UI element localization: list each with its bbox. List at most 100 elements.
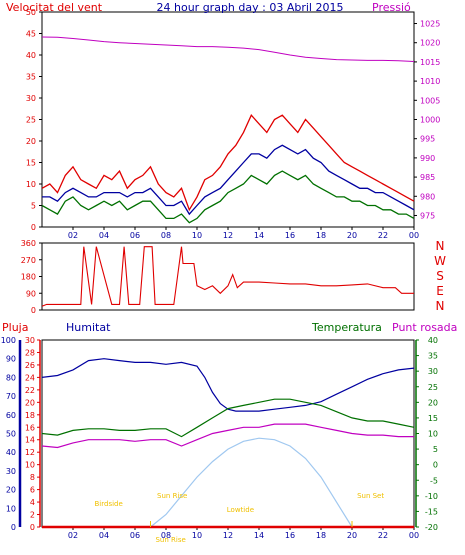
humidity-series-sol [150,437,353,528]
humidity-y-tick-label: 20 [6,486,16,495]
wind-series-pressió [41,36,415,62]
rain-y-tick-label: 24 [25,373,35,382]
temperature-axis-label: Temperatura [311,321,382,334]
humidity-y-tick-label: 70 [6,392,16,401]
direction-y-tick-label: 180 [21,273,36,282]
temperature-y-tick-label: 25 [428,383,438,392]
pressure-y-tick-label: 1020 [420,39,440,48]
humidity-y-tick-label: 100 [1,336,16,345]
x-tick-label: 08 [161,531,171,540]
wind-series-mitjana [41,170,415,224]
pressure-y-tick-label: 1005 [420,96,440,105]
compass-label: N [436,239,445,253]
humidity-y-tick-label: 90 [6,355,16,364]
compass-label: S [436,269,444,283]
rain-axis-label: Pluja [2,321,28,334]
x-tick-label: 10 [192,531,202,540]
direction-y-tick-label: 0 [31,306,36,315]
pressure-y-tick-label: 990 [420,154,435,163]
rain-y-tick-label: 8 [30,473,35,482]
x-tick-label: 00 [409,531,419,540]
rain-y-tick-label: 2 [30,511,35,520]
temperature-y-tick-label: 15 [428,414,438,423]
rain-y-tick-label: 12 [25,448,35,457]
temperature-y-tick-label: 35 [428,352,438,361]
humidity-series-humitat [41,358,415,412]
rain-y-tick-label: 30 [25,336,35,345]
x-tick-label: 04 [99,531,109,540]
x-tick-label: 16 [285,231,295,240]
direction-y-tick-label: 90 [26,289,36,298]
direction-series [41,246,414,307]
wind-y-tick-label: 45 [26,30,36,39]
x-tick-label: 14 [254,231,264,240]
wind-y-tick-label: 30 [26,94,36,103]
humidity-y-tick-label: 40 [6,448,16,457]
humidity-series-temperatura [41,398,415,438]
temperature-y-tick-label: 20 [428,398,438,407]
direction-y-tick-label: 360 [21,239,36,248]
x-tick-label: 20 [347,531,357,540]
humidity-y-tick-label: 30 [6,467,16,476]
x-tick-label: 00 [409,231,419,240]
wind-y-tick-label: 15 [26,159,36,168]
compass-label: E [436,284,444,298]
pressure-axis-label: Pressió [372,1,411,14]
wind-y-tick-label: 25 [26,116,36,125]
x-tick-label: 16 [285,531,295,540]
wind-axis-label: Velocitat del vent [6,1,103,14]
humidity-y-tick-label: 80 [6,373,16,382]
temperature-y-tick-label: -5 [430,476,438,485]
wind-series-vent [42,144,415,216]
sun-annotation: Sun Set [357,492,384,500]
humidity-y-tick-label: 50 [6,430,16,439]
rain-y-tick-label: 10 [25,461,35,470]
compass-label: W [434,254,446,268]
x-tick-label: 10 [192,231,202,240]
x-tick-label: 12 [223,531,233,540]
rain-y-tick-label: 22 [25,386,35,395]
wind-y-tick-label: 5 [31,202,36,211]
x-tick-label: 12 [223,231,233,240]
sun-annotation: Sun Rise [155,536,185,544]
temperature-y-tick-label: 0 [433,461,438,470]
pressure-y-tick-label: 995 [420,135,435,144]
rain-y-tick-label: 28 [25,348,35,357]
rain-y-tick-label: 4 [30,498,35,507]
wind-series-ratxa [41,114,415,212]
sun-annotation: Birdside [95,500,123,508]
pressure-y-tick-label: 1010 [420,77,440,86]
temperature-y-tick-label: 5 [433,445,438,454]
rain-y-tick-label: 0 [30,523,35,532]
dewpoint-axis-label: Punt rosada [392,321,457,334]
wind-y-tick-label: 10 [26,180,36,189]
humidity-y-tick-label: 60 [6,411,16,420]
rain-y-tick-label: 26 [25,361,35,370]
x-tick-label: 18 [316,531,326,540]
x-tick-label: 14 [254,531,264,540]
wind-y-tick-label: 35 [26,73,36,82]
humidity-axis-label: Humitat [66,321,111,334]
wind-y-tick-label: 50 [26,8,36,17]
x-tick-label: 08 [161,231,171,240]
x-tick-label: 18 [316,231,326,240]
temperature-y-tick-label: -15 [425,507,438,516]
compass-label: N [436,299,445,313]
temperature-y-tick-label: -20 [425,523,438,532]
graph-title: 24 hour graph day : 03 Abril 2015 [157,1,344,14]
chart-marks: 0510152025303540455097598098599099510001… [1,8,446,544]
x-tick-label: 22 [378,531,388,540]
x-tick-label: 06 [130,531,140,540]
x-tick-label: 02 [68,531,78,540]
wind-y-tick-label: 20 [26,137,36,146]
x-tick-label: 20 [347,231,357,240]
x-tick-label: 02 [68,231,78,240]
wind-y-tick-label: 0 [31,223,36,232]
x-tick-label: 22 [378,231,388,240]
sun-annotation: Lowtide [227,506,254,514]
rain-y-tick-label: 18 [25,411,35,420]
pressure-y-tick-label: 1000 [420,116,440,125]
temperature-y-tick-label: 30 [428,367,438,376]
pressure-y-tick-label: 1015 [420,58,440,67]
